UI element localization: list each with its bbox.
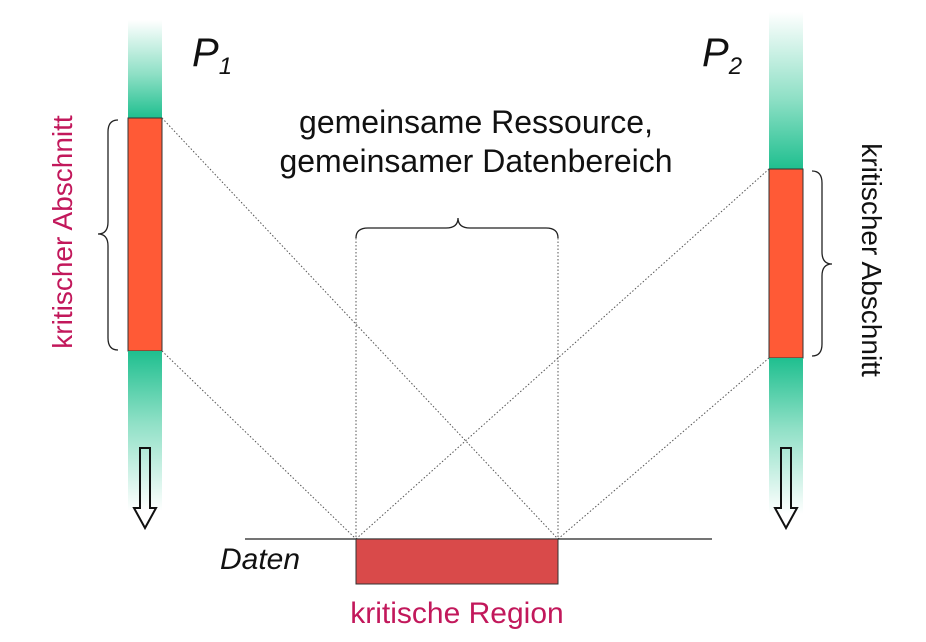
p1-label: P1 [192,31,232,80]
p2-segment-before [769,12,803,169]
p1-critical-section [127,117,163,352]
p1-segment-after [128,351,162,511]
process-1-timeline [127,20,163,531]
p2-label: P2 [702,31,742,80]
shared-resource-label-line1: gemeinsame Ressource, [299,104,653,140]
connector-line [557,357,770,540]
connector-line [161,350,357,540]
p2-segment-after [769,358,803,514]
right-brace [811,170,833,357]
process-2-timeline [768,12,804,531]
left-brace [97,119,119,351]
data-label: Daten [220,543,300,576]
p2-critical-section [768,168,804,359]
p1-down-arrow-icon [132,447,158,531]
shared-resource-label-line2: gemeinsamer Datenbereich [279,143,672,179]
p2-down-arrow-icon [773,447,799,531]
critical-region-label: kritische Region [350,597,563,630]
connector-line [161,117,559,540]
top-brace [355,217,559,239]
connector-lines [161,117,770,540]
p1-segment-before [128,20,162,118]
connector-line [355,168,770,540]
right-critical-section-label: kritischer Abschnitt [856,143,887,377]
left-critical-section-label: kritischer Abschnitt [47,115,78,349]
critical-region-box [355,538,559,585]
